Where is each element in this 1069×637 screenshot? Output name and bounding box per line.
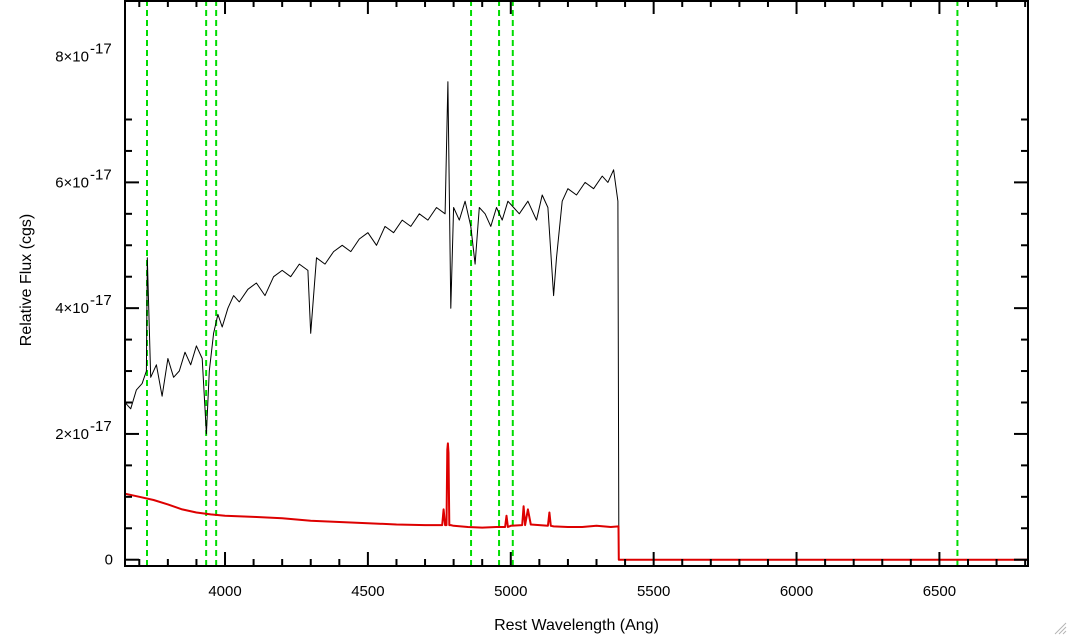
x-tick-label: 5500 <box>637 583 670 600</box>
y-tick-label: 0 <box>105 552 113 569</box>
y-tick-exponent: -17 <box>90 41 112 58</box>
y-tick-label: 8×10 <box>55 49 89 66</box>
x-axis: 4000 4500 5000 5500 6000 6500 <box>138 0 1027 600</box>
x-tick-label: 4000 <box>208 583 241 600</box>
series-error-line <box>124 442 1028 561</box>
x-tick-label: 6000 <box>780 583 813 600</box>
series-flux-line <box>124 81 620 529</box>
x-tick-label: 4500 <box>351 583 384 600</box>
y-tick-label: 2×10 <box>55 426 89 443</box>
y-axis: 02×10 -174×10 -176×10 -178×10 -17 <box>55 41 1028 569</box>
y-tick-label: 4×10 <box>55 300 89 317</box>
y-tick-exponent: -17 <box>90 418 112 435</box>
spectrum-series <box>124 81 1029 561</box>
x-axis-title: Rest Wavelength (Ang) <box>494 617 659 634</box>
y-axis-title: Relative Flux (cgs) <box>18 214 35 346</box>
emission-line-markers <box>146 0 959 566</box>
resize-grip-icon[interactable] <box>1053 621 1067 635</box>
y-tick-exponent: -17 <box>90 292 112 309</box>
y-tick-exponent: -17 <box>90 166 112 183</box>
plot-frame <box>124 0 1029 567</box>
x-tick-label: 6500 <box>923 583 956 600</box>
y-tick-label: 6×10 <box>55 174 89 191</box>
x-tick-label: 5000 <box>494 583 527 600</box>
